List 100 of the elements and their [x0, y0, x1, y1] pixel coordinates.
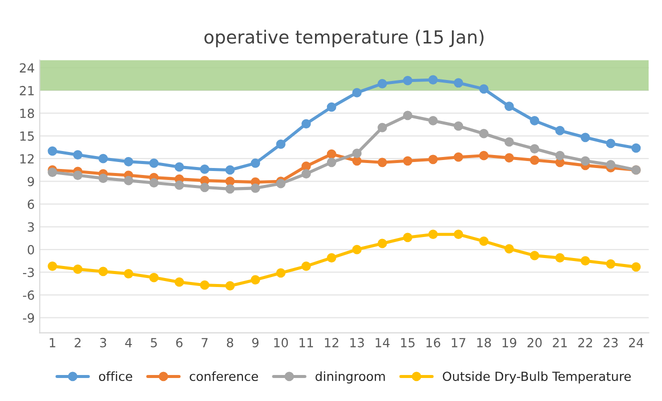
x-tick-label: 14 — [376, 338, 390, 348]
point — [326, 149, 336, 159]
point — [479, 84, 488, 94]
x-tick-label: 2 — [74, 338, 81, 348]
y-tick-label: 15 — [20, 132, 34, 141]
point — [504, 244, 514, 254]
y-tick-label: 6 — [28, 200, 34, 209]
point — [301, 169, 311, 178]
point — [530, 116, 540, 126]
point — [225, 281, 235, 291]
point — [326, 158, 336, 168]
x-tick-label: 19 — [502, 338, 516, 348]
point — [402, 156, 412, 166]
y-tick-label: 24 — [20, 63, 34, 72]
point — [276, 268, 286, 278]
x-tick-label: 12 — [324, 338, 338, 348]
point — [124, 156, 134, 166]
point — [276, 140, 286, 149]
point — [378, 122, 387, 132]
point — [504, 153, 514, 163]
x-tick-label: 18 — [477, 338, 491, 348]
point — [200, 164, 210, 174]
point — [149, 158, 159, 168]
point — [48, 168, 58, 177]
point — [48, 146, 58, 156]
y-tick-label: 18 — [20, 108, 34, 118]
point — [479, 128, 488, 138]
point — [378, 158, 387, 168]
legend-label: Outside Dry-Bulb Temperature — [442, 371, 631, 384]
point — [479, 236, 488, 246]
y-tick-label: -6 — [23, 290, 34, 300]
x-tick-label: 10 — [274, 338, 288, 348]
point — [250, 275, 260, 284]
point — [428, 230, 438, 240]
x-tick-label: 21 — [552, 338, 567, 348]
point — [326, 253, 336, 263]
point — [225, 176, 235, 186]
point — [555, 253, 565, 263]
point — [149, 178, 159, 188]
point — [378, 78, 387, 88]
x-tick-label: 5 — [150, 338, 157, 348]
point — [225, 184, 235, 194]
x-tick-label: 9 — [252, 338, 259, 348]
point — [631, 143, 641, 153]
x-tick-label: 17 — [452, 338, 466, 348]
chart-title: operative temperature (15 Jan) — [204, 30, 484, 48]
point — [504, 137, 514, 147]
point — [530, 155, 540, 165]
point — [530, 250, 540, 260]
x-tick-label: 16 — [426, 338, 440, 348]
point — [402, 232, 412, 242]
point — [98, 174, 108, 183]
point — [48, 261, 58, 271]
point — [352, 156, 362, 166]
y-tick-label: 12 — [20, 154, 34, 164]
y-tick-label: 0 — [28, 244, 34, 254]
point — [631, 262, 641, 272]
point — [98, 154, 108, 164]
point — [580, 132, 590, 142]
point — [606, 259, 616, 269]
point — [606, 160, 616, 170]
point — [98, 266, 108, 276]
point — [454, 230, 464, 240]
x-tick-label: 20 — [528, 338, 542, 348]
point — [428, 116, 438, 126]
point — [580, 256, 590, 266]
x-tick-label: 3 — [100, 338, 106, 348]
x-tick-label: 7 — [202, 338, 208, 348]
legend-label: office — [99, 371, 132, 382]
x-tick-label: 11 — [300, 338, 313, 348]
point — [454, 152, 464, 162]
point — [73, 170, 82, 180]
point — [378, 238, 387, 248]
point — [250, 183, 260, 193]
y-tick-label: 9 — [28, 176, 34, 186]
x-tick-label: 23 — [604, 338, 618, 348]
point — [250, 158, 260, 168]
x-tick-label: 13 — [350, 338, 364, 348]
point — [402, 76, 412, 86]
y-tick-label: 3 — [28, 222, 34, 232]
x-tick-label: 6 — [176, 338, 182, 348]
point — [174, 180, 184, 190]
x-tick-label: 1 — [50, 338, 56, 348]
point — [174, 277, 184, 287]
point — [352, 88, 362, 98]
y-tick-label: 21 — [20, 86, 34, 96]
x-tick-label: 15 — [401, 338, 415, 348]
point — [124, 176, 134, 186]
point — [225, 165, 235, 175]
point — [352, 244, 362, 254]
legend-label: conference — [190, 371, 258, 382]
point — [124, 269, 134, 278]
point — [428, 154, 438, 164]
point — [580, 156, 590, 166]
point — [174, 162, 184, 172]
point — [530, 144, 540, 154]
x-tick-label: 24 — [629, 338, 644, 348]
point — [555, 126, 565, 136]
point — [149, 272, 159, 282]
point — [301, 261, 311, 271]
